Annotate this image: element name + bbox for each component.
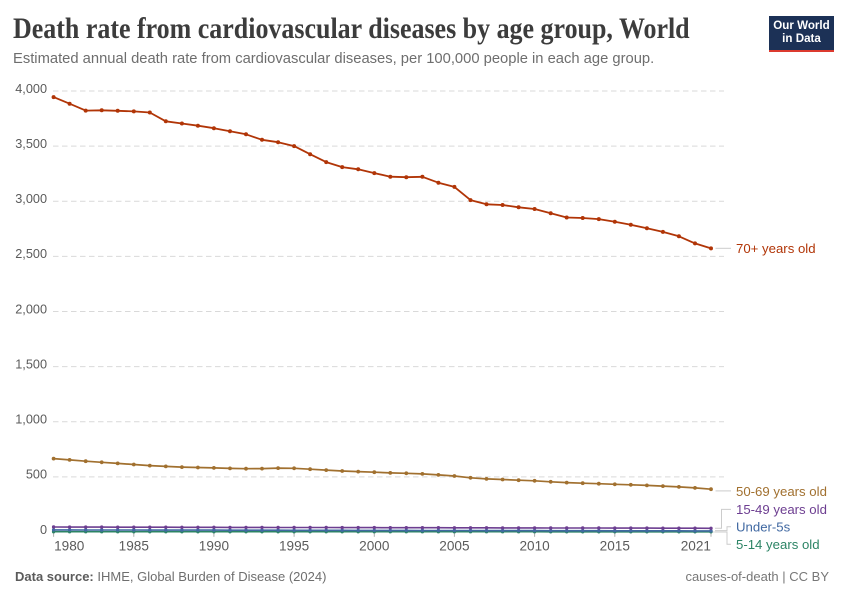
svg-text:Under-5s: Under-5s [736, 520, 791, 535]
svg-text:1,000: 1,000 [15, 413, 47, 427]
svg-text:2021: 2021 [681, 539, 711, 554]
svg-text:500: 500 [26, 468, 47, 482]
svg-text:2005: 2005 [439, 539, 469, 554]
svg-text:2,000: 2,000 [15, 302, 47, 316]
svg-text:70+ years old: 70+ years old [736, 241, 816, 256]
svg-text:3,000: 3,000 [15, 192, 47, 206]
svg-text:2015: 2015 [600, 539, 630, 554]
svg-text:5-14 years old: 5-14 years old [736, 537, 820, 552]
svg-text:2010: 2010 [519, 539, 550, 554]
svg-text:1990: 1990 [199, 539, 230, 554]
svg-text:1,500: 1,500 [15, 357, 47, 371]
svg-text:1995: 1995 [279, 539, 309, 554]
svg-text:50-69 years old: 50-69 years old [736, 484, 827, 499]
svg-text:4,000: 4,000 [15, 82, 47, 96]
svg-text:0: 0 [40, 523, 47, 537]
svg-text:3,500: 3,500 [15, 137, 47, 151]
svg-text:1980: 1980 [54, 539, 85, 554]
svg-text:2,500: 2,500 [15, 247, 47, 261]
svg-text:1985: 1985 [119, 539, 149, 554]
svg-text:2000: 2000 [359, 539, 390, 554]
svg-text:15-49 years old: 15-49 years old [736, 502, 827, 517]
